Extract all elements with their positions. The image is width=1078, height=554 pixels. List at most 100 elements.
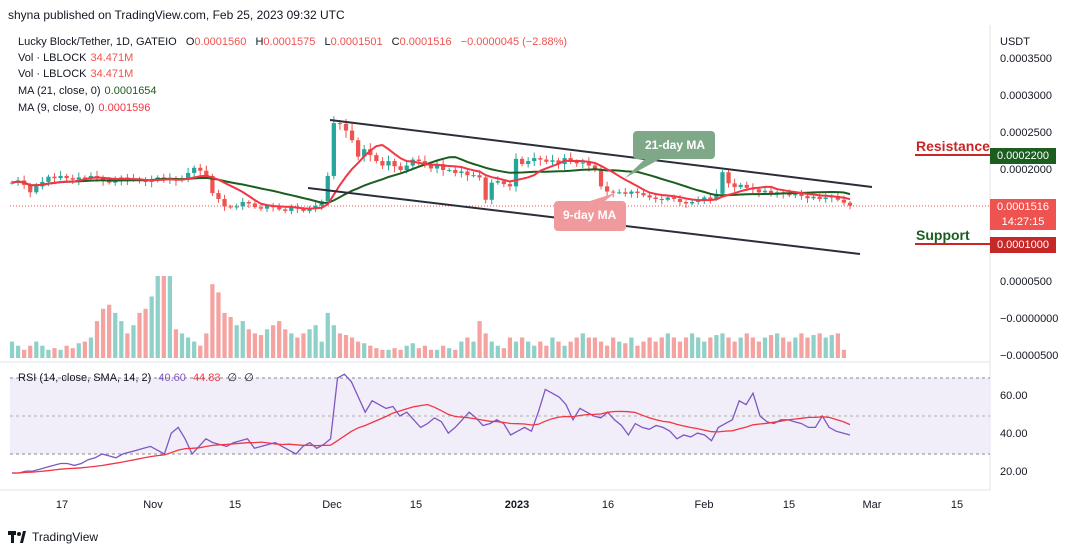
volume-bar <box>131 325 136 358</box>
candle-body <box>362 149 367 157</box>
ma21-callout-box <box>633 131 715 159</box>
candle-body <box>246 201 251 204</box>
volume-bar <box>52 348 57 358</box>
candle-body <box>787 193 792 196</box>
candle-body <box>34 186 39 193</box>
volume-bar <box>744 333 749 358</box>
candle-body <box>671 197 677 200</box>
published-header: shyna published on TradingView.com, Feb … <box>8 8 345 22</box>
ma21-legend[interactable]: MA (21, close, 0) 0.0001654 <box>18 85 157 97</box>
volume-bar <box>823 337 828 358</box>
candle-body <box>805 196 810 199</box>
close-label: C <box>391 36 400 48</box>
channel-upper-line[interactable] <box>329 119 873 188</box>
candle-body <box>240 201 245 207</box>
volume-bar <box>793 337 798 358</box>
volume-bar <box>113 312 118 358</box>
volume-bar <box>82 341 87 358</box>
ma9-callout-box <box>554 201 626 231</box>
price-tick-5: 0.0000500 <box>1000 276 1052 288</box>
candle-body <box>210 175 215 194</box>
candle-body <box>823 197 828 200</box>
candle-body <box>428 165 434 169</box>
candle-body <box>526 161 531 165</box>
candle-body <box>46 176 51 182</box>
candle-body <box>343 123 349 131</box>
rsi-band <box>10 378 990 454</box>
candle-body <box>252 203 258 208</box>
volume-bar <box>28 345 33 358</box>
candle-body <box>708 197 713 200</box>
candle-body <box>617 192 622 194</box>
volume-bar <box>768 335 774 358</box>
volume-bar <box>307 329 312 358</box>
candle-body <box>447 169 452 171</box>
volume-bar <box>119 321 124 358</box>
volume-bar <box>519 337 525 358</box>
symbol-name[interactable]: Lucky Block/Tether, 1D, GATEIO <box>18 36 177 48</box>
candle-body <box>653 197 658 200</box>
close-value: 0.0001516 <box>399 36 452 48</box>
volume-bar <box>283 329 288 358</box>
candle-body <box>459 171 464 173</box>
candle-body <box>258 207 264 209</box>
volume-bar <box>665 333 670 358</box>
volume-bar <box>155 276 160 358</box>
rsi-tick-20: 20.00 <box>1000 466 1028 478</box>
rsi-legend[interactable]: RSI (14, close, SMA, 14, 2) 40.60 44.83 … <box>18 371 254 384</box>
volume-bar <box>720 333 725 358</box>
candle-body <box>738 184 743 188</box>
volume-bar <box>604 345 610 358</box>
rsi-sma-value: 44.83 <box>192 372 221 384</box>
volume-bar <box>659 337 664 358</box>
candle-body <box>519 158 525 165</box>
candle-body <box>477 175 482 178</box>
candle-body <box>441 164 446 170</box>
volume-bar <box>325 312 330 358</box>
candle-body <box>356 140 361 157</box>
candle-body <box>374 155 379 162</box>
volume-bar <box>483 333 488 358</box>
candle-body <box>556 160 561 165</box>
candle-body <box>410 159 415 166</box>
volume-bar <box>617 341 622 358</box>
volume-legend-2[interactable]: Vol · LBLOCK 34.471M <box>18 68 133 80</box>
volume-bar <box>416 348 421 358</box>
ma9-legend[interactable]: MA (9, close, 0) 0.0001596 <box>18 102 150 114</box>
volume-bar <box>228 317 233 358</box>
volume-bar <box>70 348 75 358</box>
ma21-callout-pointer <box>625 159 660 178</box>
volume-bar <box>526 341 531 358</box>
volume-bar <box>343 335 349 358</box>
tradingview-footer[interactable]: TradingView <box>8 530 98 544</box>
volume-legend-1[interactable]: Vol · LBLOCK 34.471M <box>18 52 133 64</box>
candle-body <box>501 181 506 185</box>
volume-bar <box>513 341 519 358</box>
candle-body <box>337 123 343 125</box>
candle-body <box>349 130 355 141</box>
volume-bar <box>629 337 634 358</box>
ma9-value: 0.0001596 <box>98 102 151 114</box>
volume-bar <box>246 329 251 358</box>
price-tick-7: −0.0000500 <box>1000 350 1059 362</box>
volume-bar <box>568 341 573 358</box>
volume-bar <box>677 341 683 358</box>
volume-bar <box>586 337 592 358</box>
time-label-9: 15 <box>782 499 796 511</box>
volume-bar <box>289 333 294 358</box>
resistance-annotation: Resistance <box>916 138 990 154</box>
candle-body <box>538 158 543 160</box>
volume-bar <box>167 276 173 358</box>
candle-body <box>574 161 579 164</box>
time-label-11: 15 <box>950 499 964 511</box>
time-label-8: Feb <box>694 499 714 511</box>
candle-body <box>665 197 670 200</box>
price-tick-4: 0.0002000 <box>1000 164 1052 176</box>
volume-bar <box>714 335 719 358</box>
candle-body <box>325 175 330 202</box>
price-tick-1: 0.0003500 <box>1000 53 1052 65</box>
ma9-line <box>11 143 851 210</box>
candle-body <box>507 184 513 187</box>
candle-body <box>532 158 537 162</box>
